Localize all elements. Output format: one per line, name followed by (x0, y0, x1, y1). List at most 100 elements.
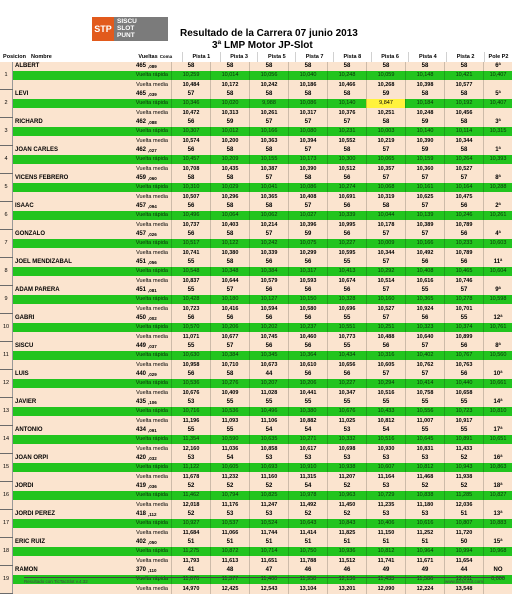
fastest-lap-time: 11,400 (249, 575, 288, 584)
track-laps: 55 (444, 314, 483, 323)
average-lap-time: 10,995 (327, 220, 366, 230)
driver-block: 2 LEVI 465,039 57 58 58 58 58 59 58 58 5ª Vuelta ráp… (0, 90, 512, 118)
driver-summary-row: ADAM PARERA 451,081 55 57 56 56 56 57 55 57 9ª (13, 286, 512, 295)
row-spacer (13, 360, 121, 370)
pole-position: 18ª (483, 482, 512, 491)
average-lap-label: Vuelta media (136, 306, 168, 312)
average-lap-time: 11,741 (366, 556, 405, 566)
lap-fraction: ,029 (148, 372, 157, 377)
average-lap-time: 10,723 (171, 304, 210, 314)
position-cell: 7 (0, 230, 13, 257)
average-lap-time: 10,593 (288, 276, 327, 286)
average-lap-time: 10,698 (327, 444, 366, 454)
average-lap-time: 10,644 (210, 276, 249, 286)
average-lap-time: 10,416 (210, 304, 249, 314)
driver-detail: JORDI 419,036 52 52 52 54 52 53 52 52 18ª Vuelta rá… (13, 482, 512, 510)
track-laps: 53 (327, 426, 366, 435)
fastest-lap-label: Vuelta rápida (135, 184, 168, 190)
average-lap-time: 10,200 (210, 136, 249, 146)
average-lap-time: 13,548 (444, 584, 483, 594)
average-lap-row: Vuelta media 10,737 10,403 10,214 10,396 10,9… (13, 220, 512, 230)
fastest-lap-time: 10,242 (249, 239, 288, 248)
average-pole (483, 416, 512, 426)
track-laps: 58 (249, 146, 288, 155)
track-laps: 55 (210, 426, 249, 435)
fastest-lap-time: 10,891 (444, 435, 483, 444)
fastest-lap-time: 10,496 (171, 211, 210, 220)
average-lap-time: 10,268 (366, 80, 405, 90)
fastest-lap-row: Vuelta rápida 10,457 10,209 10,155 10,173 10,… (13, 155, 512, 164)
average-lap-time: 11,671 (405, 556, 444, 566)
fastest-lap-time: 10,059 (366, 71, 405, 80)
track-laps: 59 (366, 90, 405, 99)
lap-count: 440 (135, 371, 146, 377)
fastest-lap-time: 11,586 (405, 575, 444, 584)
track-laps: 52 (327, 482, 366, 491)
fastest-lap-time: 10,127 (249, 295, 288, 304)
track-laps: 58 (327, 62, 366, 71)
fastest-lap-time: 10,616 (405, 519, 444, 528)
track-laps: 49 (405, 566, 444, 575)
track-laps: 58 (288, 174, 327, 183)
average-lap-time: 10,691 (327, 192, 366, 202)
row-spacer (13, 108, 121, 118)
average-lap-label: Vuelta media (136, 194, 168, 200)
track-laps: 57 (288, 118, 327, 127)
pole-position: 8ª (483, 174, 512, 183)
fastest-lap-time: 10,536 (210, 407, 249, 416)
row-spacer (13, 276, 121, 286)
pole-position: 5ª (483, 90, 512, 99)
average-lap-time: 10,745 (249, 332, 288, 342)
lap-fraction: ,088 (148, 120, 157, 125)
driver-detail: ADAM PARERA 451,081 55 57 56 56 56 57 55 57 9ª Vuel… (13, 286, 512, 314)
fastest-lap-time: 10,556 (405, 407, 444, 416)
lap-count: 465 (135, 63, 146, 69)
pole-lap-time: 10,261 (483, 211, 512, 220)
track-laps: 56 (327, 370, 366, 379)
fastest-lap-time: 10,635 (249, 435, 288, 444)
driver-detail: ANTONIO 434,091 55 55 54 54 53 54 55 55 17ª Vuelta … (13, 426, 512, 454)
track-laps: 54 (249, 426, 288, 435)
lap-count: 420 (135, 455, 146, 461)
average-pole (483, 80, 512, 90)
track-laps: 55 (405, 286, 444, 295)
average-lap-time: 11,468 (405, 472, 444, 482)
average-lap-time: 10,389 (405, 220, 444, 230)
track-laps: 56 (171, 146, 210, 155)
fastest-lap-time: 10,345 (249, 351, 288, 360)
row-spacer (13, 556, 121, 566)
average-lap-time: 10,380 (210, 248, 249, 258)
pole-lap-time: 10,651 (483, 435, 512, 444)
pole-position: 11ª (483, 258, 512, 267)
track-laps: 57 (249, 230, 288, 239)
track-laps: 55 (249, 398, 288, 407)
fastest-lap-time: 10,164 (444, 183, 483, 192)
fastest-lap-time: 10,825 (249, 491, 288, 500)
track-laps: 58 (210, 174, 249, 183)
track-laps: 58 (366, 62, 405, 71)
driver-detail: JORDI PEREZ 418,112 52 53 53 52 52 53 53 51 13ª Vue… (13, 510, 512, 538)
fastest-lap-time: 10,009 (366, 239, 405, 248)
fastest-lap-time: 10,496 (249, 407, 288, 416)
average-lap-time: 10,317 (288, 108, 327, 118)
pole-position: 14ª (483, 398, 512, 407)
average-lap-time: 10,958 (171, 360, 210, 370)
average-lap-label: Vuelta media (136, 418, 168, 424)
siscu-slot-punt-logo: STP SISCU SLOT PUNT (92, 17, 168, 41)
driver-detail: JOAN ORPI 420,032 53 54 53 53 53 53 53 52 16ª Vuelt… (13, 454, 512, 482)
track-laps: 55 (327, 398, 366, 407)
lap-fraction: ,026 (148, 232, 157, 237)
average-lap-time: 11,232 (210, 472, 249, 482)
fastest-lap-time: 10,750 (288, 547, 327, 556)
fastest-lap-row: Vuelta rápida 10,346 10,020 9,988 10,086 10,1… (13, 99, 512, 108)
header-pista: Pista 6 (370, 52, 409, 62)
fastest-lap-time: 10,014 (210, 71, 249, 80)
track-laps: 57 (405, 174, 444, 183)
average-pole (483, 332, 512, 342)
fastest-lap-time: 10,551 (327, 323, 366, 332)
average-lap-time: 10,296 (210, 192, 249, 202)
fastest-lap-time: 10,233 (444, 239, 483, 248)
fastest-lap-time: 10,040 (288, 71, 327, 80)
row-spacer (13, 463, 121, 472)
